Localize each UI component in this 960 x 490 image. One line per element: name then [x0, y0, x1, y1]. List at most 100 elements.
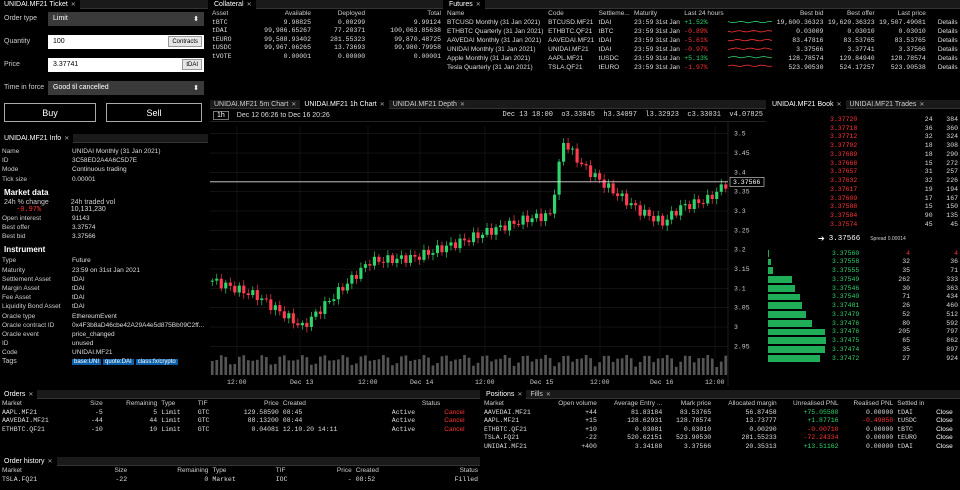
cancel-button[interactable]: Cancel	[444, 417, 465, 425]
tag-badge[interactable]: quote:DAI	[103, 359, 134, 366]
tag-badge[interactable]: class:fx/crypto	[135, 359, 178, 366]
bid-row[interactable]: 3.37476 205 797	[768, 328, 960, 337]
ask-row[interactable]: 3.37588 15 150	[768, 203, 960, 212]
close-icon[interactable]: ✕	[545, 391, 551, 398]
candlestick-chart[interactable]: 2.95 3 3.05 3.1 3.15 3.2 3.25 3.3 3.35 3.4 3.45 3.5…	[210, 122, 766, 386]
market-row[interactable]: BTCUSD Monthly (31 Jan 2021) BTCUSD.MF21 t…	[445, 18, 960, 27]
ask-row[interactable]: 3.37657 31 257	[768, 168, 960, 177]
tab-0[interactable]: UNIDAI.MF21 Book ✕	[768, 100, 846, 109]
bid-row[interactable]: 3.37476 80 592	[768, 319, 960, 328]
bid-row[interactable]: 3.37558 32 36	[768, 258, 960, 267]
ask-row[interactable]: 3.37712 32 324	[768, 133, 960, 142]
details-link[interactable]: Details	[937, 37, 958, 44]
order-row[interactable]: AAPL.MF21 -5 5 Limit GTC 129.58590 08:45 Active…	[0, 408, 480, 417]
tab-info[interactable]: UNIDAI.MF21 Info ✕	[0, 134, 74, 143]
interval-button[interactable]: 1h	[213, 110, 229, 120]
position-row[interactable]: AAVEDAI.MF21 +44 81.83184 83.53765 56.87458 +…	[482, 408, 960, 417]
position-row[interactable]: TSLA.FQ21 -22 520.62151 523.90530 281.55233 -…	[482, 434, 960, 443]
close-position-button[interactable]: Close	[936, 425, 953, 433]
bid-row[interactable]: 3.37540 71 434	[768, 293, 960, 302]
close-icon[interactable]: ✕	[70, 1, 76, 8]
ask-row[interactable]: 3.37668 15 272	[768, 159, 960, 168]
bid-row[interactable]: 3.37549 262 333	[768, 275, 960, 284]
details-link[interactable]: Details	[937, 55, 958, 62]
market-row[interactable]: ETHBTC Quarterly (31 Jan 2021) ETHBTC.QF2…	[445, 27, 960, 36]
ask-row[interactable]: 3.37609 17 167	[768, 194, 960, 203]
table-row[interactable]: tEURO 99,588.93402 281.55323 99,870.48725	[210, 35, 443, 44]
tif-select[interactable]: Good til cancelled ⬍	[48, 80, 204, 95]
tab-ticket[interactable]: UNIDAI.MF21 Ticket ✕	[0, 0, 80, 9]
tab-1[interactable]: UNIDAI.MF21 Trades ✕	[846, 100, 929, 109]
bid-row[interactable]: 3.37560 4 4	[768, 249, 960, 258]
close-icon[interactable]: ✕	[836, 101, 842, 108]
tab-2[interactable]: UNIDAI.MF21 Depth ✕	[389, 100, 469, 109]
market-row[interactable]: Tesla Quarterly (31 Jan 2021) TSLA.QF21 tE…	[445, 63, 960, 72]
tab-futures[interactable]: Futures ✕	[445, 0, 485, 9]
ask-row[interactable]: 3.37574 45 45	[768, 220, 960, 229]
buy-button[interactable]: Buy	[4, 103, 96, 122]
details-link[interactable]: Details	[937, 19, 958, 26]
ask-row[interactable]: 3.37632 32 226	[768, 176, 960, 185]
details-link[interactable]: Details	[937, 64, 958, 71]
volume-bar	[305, 357, 309, 375]
table-row[interactable]: tVOTE 0.00001 0.00000 0.00001	[210, 52, 443, 61]
ask-row[interactable]: 3.37584 90 135	[768, 211, 960, 220]
close-icon[interactable]: ✕	[246, 1, 252, 8]
details-link[interactable]: Details	[937, 46, 958, 53]
close-icon[interactable]: ✕	[517, 391, 523, 398]
table-row[interactable]: tDAI 99,986.65267 77.20371 100,063.85638	[210, 27, 443, 36]
close-icon[interactable]: ✕	[47, 458, 53, 465]
close-position-button[interactable]: Close	[936, 408, 953, 416]
price-input[interactable]: 3.37741 tDAI	[48, 57, 204, 72]
cancel-button[interactable]: Cancel	[444, 408, 465, 416]
bid-row[interactable]: 3.37555 35 71	[768, 266, 960, 275]
cancel-button[interactable]: Cancel	[444, 425, 465, 433]
bid-row[interactable]: 3.37546 30 363	[768, 284, 960, 293]
tab-orders[interactable]: Orders ✕	[0, 390, 38, 399]
close-icon[interactable]: ✕	[28, 391, 34, 398]
history-row[interactable]: TSLA.FQ21 -22 0 Market IOC -08:52 Filled	[0, 475, 480, 484]
quantity-input[interactable]: 100 Contracts	[48, 34, 204, 49]
ask-row[interactable]: 3.37702 18 308	[768, 141, 960, 150]
bid-row[interactable]: 3.37472 27 924	[768, 354, 960, 363]
tag-badge[interactable]: base:UNI	[72, 359, 102, 366]
tab-0[interactable]: Positions ✕	[482, 390, 527, 399]
order-row[interactable]: AAVEDAI.MF21 -44 44 Limit GTC 88.13200 08:44 Ac…	[0, 417, 480, 426]
ask-row[interactable]: 3.37689 18 290	[768, 150, 960, 159]
market-row[interactable]: Apple Monthly (31 Jan 2021) AAPL.MF21 tUSD…	[445, 54, 960, 63]
bid-row[interactable]: 3.37475 65 862	[768, 336, 960, 345]
market-row[interactable]: UNIDAI Monthly (31 Jan 2021) UNIDAI.MF21 t…	[445, 45, 960, 54]
table-row[interactable]: tUSDC 99,967.06265 13.73693 99,980.79958	[210, 44, 443, 53]
position-row[interactable]: ETHBTC.QF21 +10 0.03081 0.03010 0.00290 -0.00…	[482, 425, 960, 434]
bid-row[interactable]: 3.37479 52 512	[768, 310, 960, 319]
close-icon[interactable]: ✕	[291, 101, 297, 108]
tab-1[interactable]: Fills ✕	[526, 390, 554, 399]
order-row[interactable]: ETHBTC.QF21 -10 10 Limit GTC 0.04081 12.10.20 …	[0, 425, 480, 434]
close-icon[interactable]: ✕	[475, 1, 481, 8]
collateral-cell: 0.00001	[413, 52, 441, 60]
details-link[interactable]: Details	[937, 28, 958, 35]
order-type-select[interactable]: Limit ⬍	[48, 11, 204, 26]
bid-row[interactable]: 3.37474 35 897	[768, 345, 960, 354]
close-icon[interactable]: ✕	[919, 101, 925, 108]
close-icon[interactable]: ✕	[64, 135, 70, 142]
close-position-button[interactable]: Close	[936, 417, 953, 425]
table-row[interactable]: tBTC 9.98825 0.00299 9.99124	[210, 18, 443, 27]
close-position-button[interactable]: Close	[936, 442, 953, 450]
ask-row[interactable]: 3.37718 36 360	[768, 124, 960, 133]
position-row[interactable]: UNIDAI.MF21 +400 3.34188 3.37566 20.35313 +13…	[482, 442, 960, 451]
tab-order-history[interactable]: Order history ✕	[0, 457, 57, 466]
volume-bar	[562, 355, 565, 375]
close-position-button[interactable]: Close	[936, 434, 953, 442]
close-icon[interactable]: ✕	[459, 101, 465, 108]
close-icon[interactable]: ✕	[379, 101, 385, 108]
ask-row[interactable]: 3.37617 19 194	[768, 185, 960, 194]
sell-button[interactable]: Sell	[106, 103, 202, 122]
position-row[interactable]: AAPL.MF21 +15 128.62931 128.78574 13.73777 +1…	[482, 417, 960, 426]
market-row[interactable]: AAVEDAI Monthly (31 Jan 2021) AAVEDAI.MF2…	[445, 36, 960, 45]
tab-collateral[interactable]: Collateral ✕	[210, 0, 256, 9]
bid-row[interactable]: 3.37481 26 460	[768, 301, 960, 310]
tab-0[interactable]: UNIDAI.MF21 5m Chart ✕	[210, 100, 300, 109]
ask-row[interactable]: 3.37720 24 384	[768, 115, 960, 124]
tab-1[interactable]: UNIDAI.MF21 1h Chart ✕	[300, 100, 389, 109]
